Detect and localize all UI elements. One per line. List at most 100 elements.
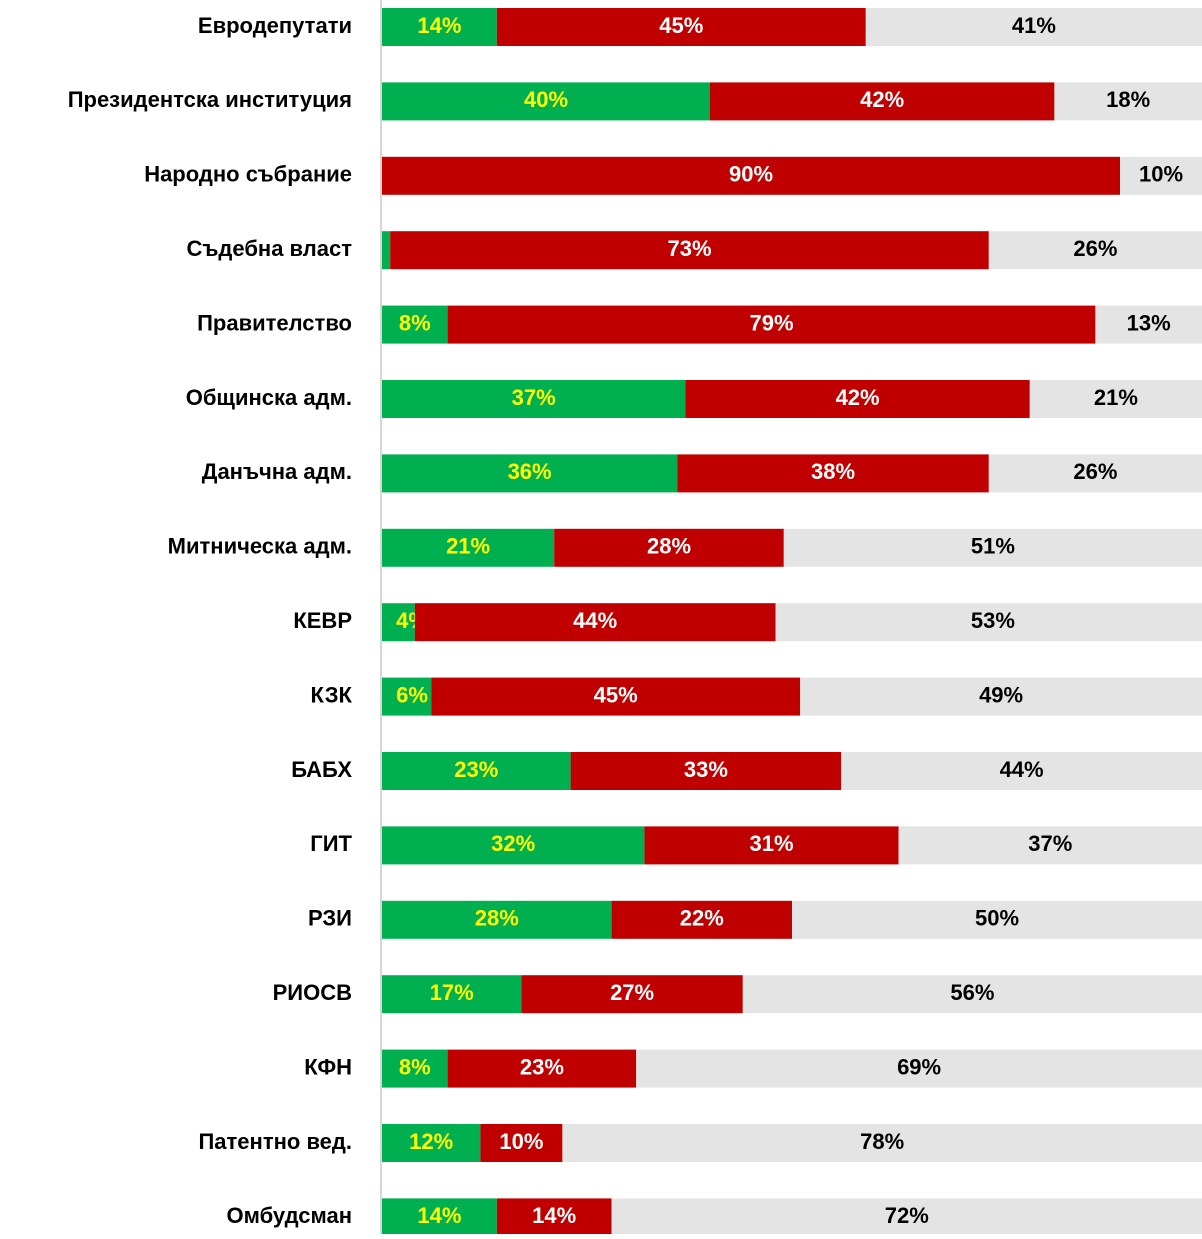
value-label: 42% — [836, 385, 880, 410]
bar-segment — [1029, 380, 1202, 418]
value-label: 26% — [1073, 459, 1117, 484]
value-label: 14% — [417, 13, 461, 38]
value-label: 8% — [399, 1054, 431, 1079]
bar-segment — [390, 231, 989, 270]
value-label: 37% — [1028, 831, 1072, 856]
bar-segment — [677, 454, 989, 493]
category-label: РИОСВ — [273, 980, 352, 1005]
bar-segment — [496, 8, 866, 46]
value-label: 10% — [1139, 162, 1183, 187]
value-label: 49% — [979, 682, 1023, 707]
value-label: 56% — [950, 980, 994, 1005]
value-label: 72% — [885, 1203, 929, 1228]
bar-segment — [382, 454, 678, 493]
value-label: 44% — [1000, 757, 1044, 782]
bar-segment — [431, 677, 801, 716]
category-label: Общинска адм. — [186, 385, 352, 410]
bar-segment — [382, 752, 571, 790]
value-label: 38% — [811, 459, 855, 484]
bar-segment — [382, 8, 497, 46]
category-label: Митническа адм. — [168, 534, 352, 559]
bar-segment — [783, 528, 1202, 567]
bar-segment — [1120, 156, 1202, 195]
bar-segment — [447, 1049, 637, 1088]
bar-segment — [382, 1198, 497, 1237]
bar-segment — [841, 752, 1202, 790]
value-label: 27% — [610, 980, 654, 1005]
value-label: 14% — [417, 1203, 461, 1228]
bar-segment — [447, 305, 1096, 344]
bar-segment — [865, 8, 1202, 46]
category-label: КЕВР — [293, 608, 352, 633]
bar-segment — [775, 603, 1202, 642]
value-label: 69% — [897, 1054, 941, 1079]
value-label: 26% — [1073, 236, 1117, 261]
value-label: 45% — [659, 13, 703, 38]
bar-segment — [636, 1049, 1202, 1088]
bar-segment — [382, 528, 555, 567]
value-label: 40% — [524, 87, 568, 112]
value-label: 45% — [594, 682, 638, 707]
bar-segment — [382, 380, 686, 418]
bar-segment — [685, 380, 1030, 418]
category-label: Съдебна власт — [186, 236, 352, 261]
bar-segment — [611, 1198, 1202, 1237]
value-label: 53% — [971, 608, 1015, 633]
value-label: 32% — [491, 831, 535, 856]
category-label: ГИТ — [310, 831, 352, 856]
bar-segment — [562, 1124, 1202, 1162]
bar-segment — [570, 752, 842, 790]
value-label: 36% — [508, 459, 552, 484]
bar-segment — [521, 975, 743, 1014]
bar-segment — [480, 1124, 563, 1162]
value-label: 12% — [409, 1129, 453, 1154]
bar-segment — [382, 231, 391, 270]
value-label: 17% — [430, 980, 474, 1005]
category-label: КФН — [304, 1054, 352, 1079]
bar-segment — [382, 305, 448, 344]
category-label: Народно събрание — [144, 162, 352, 187]
value-label: 6% — [396, 682, 428, 707]
value-label: 21% — [446, 534, 490, 559]
value-label: 44% — [573, 608, 617, 633]
bar-segment — [1054, 82, 1202, 121]
category-label: Правителство — [197, 310, 352, 335]
bar-segment — [742, 975, 1202, 1014]
category-label: Президентска институция — [68, 87, 352, 112]
category-label: Евродепутати — [198, 13, 352, 38]
bar-segment — [644, 826, 899, 865]
value-label: 51% — [971, 534, 1015, 559]
value-label: 79% — [749, 310, 793, 335]
value-label: 28% — [475, 906, 519, 931]
value-label: 22% — [680, 906, 724, 931]
bar-segment — [382, 1124, 481, 1162]
bar-segment — [382, 826, 645, 865]
bar-segment — [1095, 305, 1202, 344]
bar-segment — [382, 975, 522, 1014]
bar-segment — [611, 900, 792, 939]
category-label: РЗИ — [308, 906, 352, 931]
value-label: 23% — [454, 757, 498, 782]
value-label: 90% — [729, 162, 773, 187]
bar-segment — [800, 677, 1202, 716]
bar-segment — [382, 603, 415, 642]
bar-segment — [382, 677, 432, 716]
bar-segment — [414, 603, 776, 642]
value-label: 18% — [1106, 87, 1150, 112]
bar-segment — [710, 82, 1055, 121]
category-label: КЗК — [311, 682, 353, 707]
value-label: 8% — [399, 310, 431, 335]
value-label: 23% — [520, 1054, 564, 1079]
bar-segment — [898, 826, 1202, 865]
value-label: 14% — [532, 1203, 576, 1228]
bar-segment — [382, 156, 1120, 195]
category-label: Патентно вед. — [198, 1129, 352, 1154]
value-label: 41% — [1012, 13, 1056, 38]
category-label: Омбудсман — [226, 1203, 352, 1228]
value-label: 21% — [1094, 385, 1138, 410]
value-label: 37% — [512, 385, 556, 410]
bar-segment — [382, 1049, 448, 1088]
value-label: 28% — [647, 534, 691, 559]
bar-segment — [382, 900, 612, 939]
